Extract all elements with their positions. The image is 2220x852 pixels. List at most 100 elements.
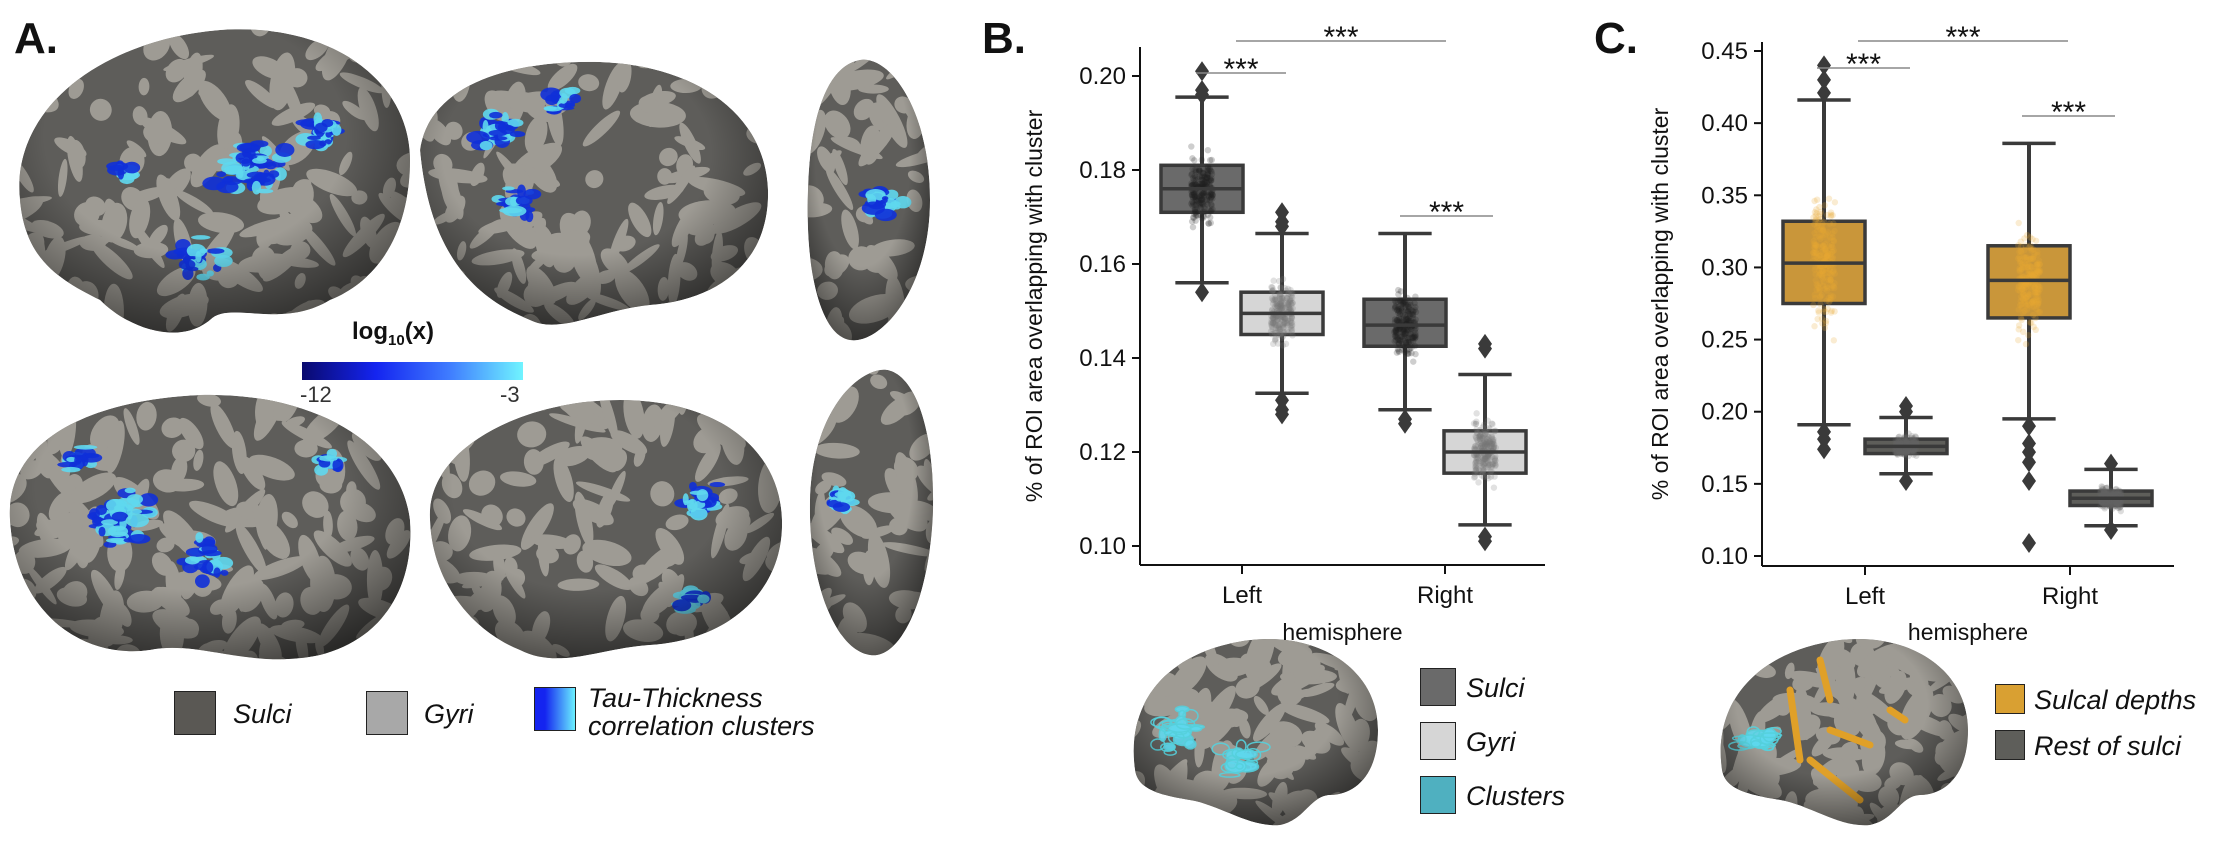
data-point bbox=[2028, 303, 2036, 311]
data-point bbox=[1818, 315, 1826, 322]
data-point bbox=[1281, 294, 1288, 302]
outlier bbox=[1817, 439, 1831, 460]
data-point bbox=[1272, 300, 1279, 308]
data-point bbox=[2018, 281, 2025, 288]
data-point bbox=[1274, 316, 1282, 323]
data-point bbox=[1402, 340, 1410, 347]
data-point bbox=[2015, 336, 2022, 344]
data-point bbox=[1486, 425, 1493, 433]
data-point bbox=[1279, 296, 1286, 303]
data-point bbox=[1909, 446, 1916, 454]
data-point bbox=[1195, 190, 1202, 197]
data-point bbox=[1192, 180, 1199, 188]
data-point bbox=[1395, 348, 1403, 356]
data-point bbox=[2019, 273, 2026, 281]
data-point bbox=[1412, 293, 1419, 300]
data-point bbox=[1205, 177, 1213, 185]
data-point bbox=[2035, 285, 2042, 293]
data-point bbox=[1268, 295, 1276, 302]
data-point bbox=[1479, 436, 1486, 443]
data-point bbox=[1273, 322, 1281, 329]
data-point bbox=[1397, 333, 1404, 340]
data-point bbox=[1207, 167, 1214, 174]
data-point bbox=[1489, 461, 1496, 469]
data-point bbox=[1822, 308, 1830, 316]
data-point bbox=[1279, 322, 1287, 329]
data-point bbox=[1903, 447, 1911, 454]
data-point bbox=[1189, 181, 1196, 189]
data-point bbox=[2116, 491, 2123, 498]
data-point bbox=[1478, 462, 1485, 469]
data-point bbox=[1823, 287, 1831, 294]
data-point bbox=[2033, 272, 2040, 279]
y-tick-label: 0.16 bbox=[1079, 251, 1126, 278]
data-point bbox=[1398, 306, 1405, 313]
data-point bbox=[1472, 460, 1479, 467]
data-point bbox=[1827, 243, 1835, 251]
data-point bbox=[1396, 337, 1404, 344]
data-point bbox=[1902, 448, 1909, 455]
data-point bbox=[2102, 484, 2110, 492]
data-point bbox=[1907, 439, 1914, 446]
data-point bbox=[1910, 434, 1917, 442]
data-point bbox=[1282, 304, 1290, 311]
data-point bbox=[1275, 324, 1282, 332]
data-point bbox=[2097, 487, 2104, 495]
data-point bbox=[1404, 338, 1412, 346]
legend-swatch-b-gyri bbox=[1420, 722, 1456, 760]
data-point bbox=[1391, 328, 1398, 336]
data-point bbox=[1827, 213, 1835, 220]
data-point bbox=[1474, 442, 1482, 449]
data-point bbox=[2099, 486, 2106, 493]
data-point bbox=[2023, 281, 2030, 288]
data-point bbox=[1902, 437, 1909, 445]
data-point bbox=[1196, 201, 1203, 209]
shading bbox=[420, 61, 769, 325]
data-point bbox=[2113, 500, 2121, 508]
data-point bbox=[1274, 300, 1281, 307]
data-point bbox=[1484, 417, 1491, 424]
data-point bbox=[1831, 284, 1838, 292]
data-point bbox=[1208, 156, 1215, 164]
data-point bbox=[1898, 437, 1905, 444]
data-point bbox=[2029, 235, 2036, 243]
data-point bbox=[1481, 442, 1488, 450]
data-point bbox=[2113, 491, 2121, 498]
data-point bbox=[1828, 241, 1836, 249]
data-point bbox=[1816, 288, 1823, 295]
data-point bbox=[1913, 452, 1920, 459]
data-point bbox=[1819, 220, 1826, 228]
data-point bbox=[2104, 490, 2111, 497]
data-point bbox=[1485, 462, 1492, 469]
data-point bbox=[2022, 294, 2030, 301]
data-point bbox=[1201, 173, 1209, 181]
data-point bbox=[1278, 302, 1285, 309]
data-point bbox=[1904, 434, 1912, 441]
data-point bbox=[1892, 448, 1899, 455]
data-point bbox=[1199, 180, 1206, 188]
data-point bbox=[1476, 433, 1483, 440]
data-point bbox=[1199, 170, 1207, 177]
data-point bbox=[1811, 229, 1818, 237]
data-point bbox=[1489, 453, 1496, 461]
data-point bbox=[1479, 424, 1486, 431]
data-point bbox=[1198, 190, 1205, 197]
data-point bbox=[2028, 255, 2035, 262]
data-point bbox=[1477, 442, 1485, 450]
data-point bbox=[1278, 297, 1285, 305]
data-point bbox=[1819, 270, 1827, 277]
data-point bbox=[1392, 333, 1399, 340]
data-point bbox=[1479, 434, 1486, 442]
data-point bbox=[1284, 299, 1292, 306]
data-point bbox=[2098, 483, 2105, 490]
data-point bbox=[1407, 301, 1414, 309]
data-point bbox=[1901, 435, 1909, 442]
data-point bbox=[1271, 295, 1279, 302]
data-point bbox=[2022, 284, 2029, 291]
data-point bbox=[2032, 270, 2039, 278]
data-point bbox=[2029, 272, 2036, 279]
data-point bbox=[2025, 280, 2032, 288]
data-point bbox=[1408, 318, 1415, 325]
data-point bbox=[1281, 315, 1288, 322]
y-tick-label: 0.25 bbox=[1701, 327, 1748, 354]
